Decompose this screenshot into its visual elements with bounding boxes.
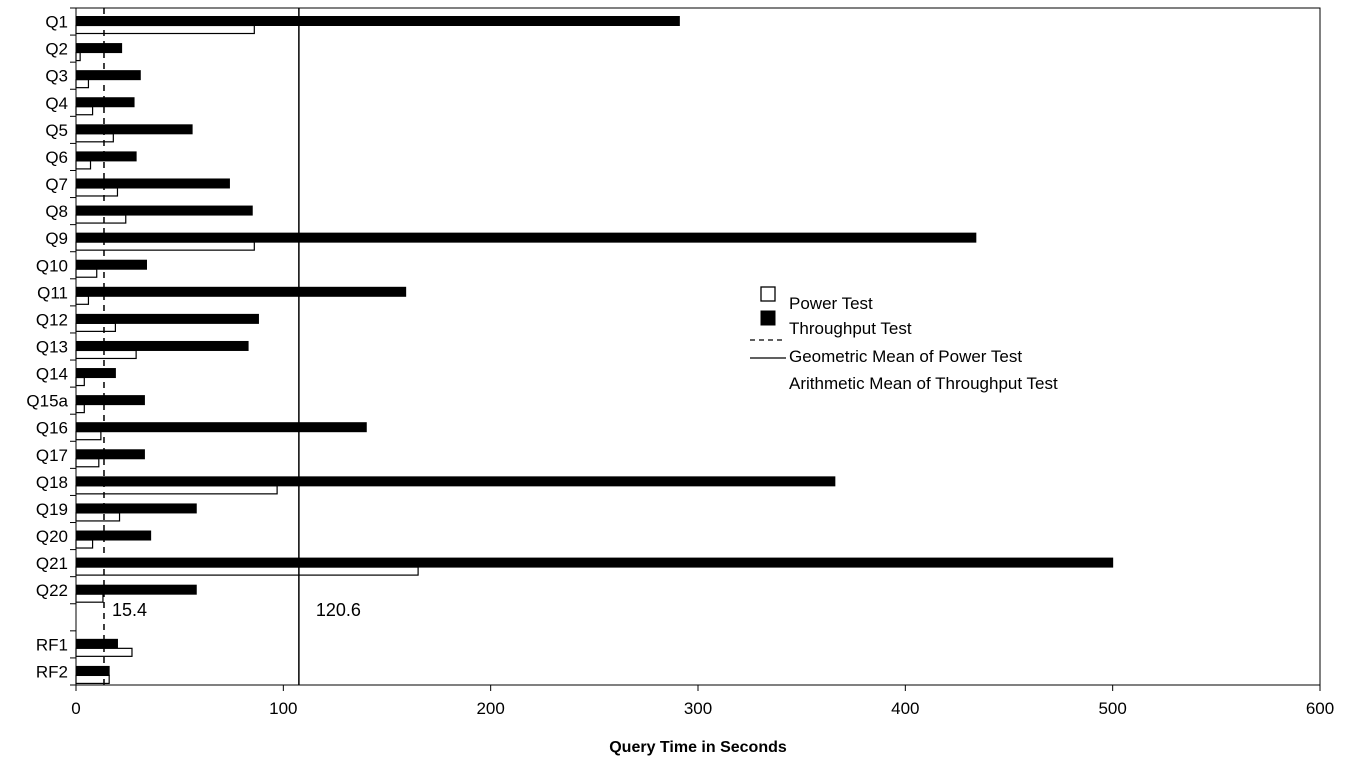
arithmean-value-label: 120.6 (316, 600, 361, 620)
bar-power-q10 (75, 268, 98, 278)
y-tick-label: Q21 (36, 554, 68, 573)
x-axis-title: Query Time in Seconds (609, 739, 787, 756)
legend-label-arithmean: Arithmetic Mean of Throughput Test (789, 374, 1058, 393)
bar-throughput-q20 (75, 530, 152, 541)
y-tick-label: Q17 (36, 446, 68, 465)
bar-power-q1 (75, 24, 255, 35)
bar-throughput-q15a (75, 395, 145, 406)
legend-label-throughput: Throughput Test (789, 319, 912, 338)
bar-power-q14 (75, 376, 85, 387)
bar-throughput-rf1 (75, 638, 118, 649)
y-tick-label: Q1 (45, 13, 68, 32)
bar-throughput-q21 (75, 557, 1114, 568)
x-tick-label: 200 (476, 699, 504, 718)
x-tick-label: 500 (1098, 699, 1126, 718)
y-tick-label: Q7 (45, 175, 68, 194)
y-tick-label: Q8 (45, 202, 68, 221)
y-tick-label: Q18 (36, 473, 68, 492)
x-tick-label: 600 (1306, 699, 1334, 718)
plot-area: Q1 Q2 Q3 Q4 Q5 Q6 Q7 Q8 Q9 Q10 Q11 Q12 Q13 Q14 Q15a Q16… (26, 7, 1334, 718)
legend-swatch-throughput (760, 310, 776, 326)
bar-throughput-q12 (75, 313, 259, 324)
y-tick-label: Q13 (36, 338, 68, 357)
y-tick-label: Q10 (36, 256, 68, 275)
bar-power-q20 (75, 539, 94, 549)
y-tick-label: Q3 (45, 67, 68, 86)
bar-throughput-q1 (75, 16, 680, 26)
legend-label-geomean: Geometric Mean of Power Test (789, 347, 1022, 366)
bar-power-q6 (75, 160, 92, 170)
y-tick-label: RF2 (36, 662, 68, 681)
y-tick-label: Q19 (36, 500, 68, 519)
bar-power-q4 (75, 106, 94, 116)
bar-throughput-q10 (75, 259, 147, 270)
y-tick-label: Q20 (36, 527, 68, 546)
bar-throughput-q17 (75, 449, 145, 460)
geomean-value-label: 15.4 (112, 600, 147, 620)
y-tick-label: Q11 (37, 283, 68, 302)
y-tick-label: Q2 (45, 40, 68, 59)
bar-throughput-q6 (75, 151, 137, 162)
x-tick-label: 400 (891, 699, 919, 718)
bar-throughput-q16 (75, 422, 367, 433)
y-tick-label: Q14 (36, 365, 68, 384)
bar-power-q12 (75, 322, 116, 332)
y-tick-label: RF1 (36, 635, 68, 654)
bar-power-q15a (75, 404, 85, 414)
bar-power-q13 (75, 349, 137, 360)
bar-throughput-q14 (75, 368, 116, 379)
y-tick-label: Q16 (36, 419, 68, 438)
y-tick-label: Q5 (45, 121, 68, 140)
bar-power-q8 (75, 214, 127, 224)
y-tick-label: Q12 (36, 310, 68, 329)
legend-label-power: Power Test (789, 294, 873, 313)
bar-throughput-q9 (75, 232, 977, 243)
bar-throughput-q19 (75, 503, 197, 514)
legend: Power Test Throughput Test Geometric Mea… (750, 286, 1058, 393)
x-tick-label: 300 (684, 699, 712, 718)
bar-power-q21 (75, 566, 419, 576)
x-tick-label: 100 (269, 699, 297, 718)
bar-power-rf2 (75, 674, 110, 685)
bar-throughput-q22 (75, 584, 197, 595)
bar-throughput-q5 (75, 124, 193, 135)
y-tick-label: Q4 (45, 94, 68, 113)
bar-power-q16 (75, 431, 102, 441)
y-tick-label: Q22 (36, 581, 68, 600)
bar-power-q22 (75, 593, 104, 603)
bar-throughput-q11 (75, 286, 407, 297)
bar-power-q7 (75, 187, 119, 197)
bar-throughput-q13 (75, 340, 249, 351)
plot-frame (75, 7, 1321, 686)
bar-power-q9 (75, 241, 255, 251)
bar-power-q5 (75, 133, 114, 143)
bar-power-q19 (75, 512, 121, 522)
bar-throughput-q3 (75, 70, 141, 81)
bar-power-q3 (75, 79, 90, 89)
bar-power-q2 (75, 51, 81, 62)
bar-throughput-q4 (75, 97, 135, 108)
bar-power-q11 (75, 295, 90, 305)
y-tick-label: Q9 (45, 229, 68, 248)
bar-throughput-q7 (75, 178, 230, 189)
legend-swatch-power (760, 286, 776, 302)
bar-throughput-q18 (75, 476, 836, 487)
y-tick-label: Q15a (26, 392, 68, 411)
x-tick-label: 0 (71, 699, 80, 718)
y-tick-label: Q6 (45, 148, 68, 167)
bar-throughput-q8 (75, 205, 253, 216)
bar-throughput-q2 (75, 43, 123, 54)
bar-power-q17 (75, 458, 100, 468)
bar-power-q18 (75, 485, 278, 495)
